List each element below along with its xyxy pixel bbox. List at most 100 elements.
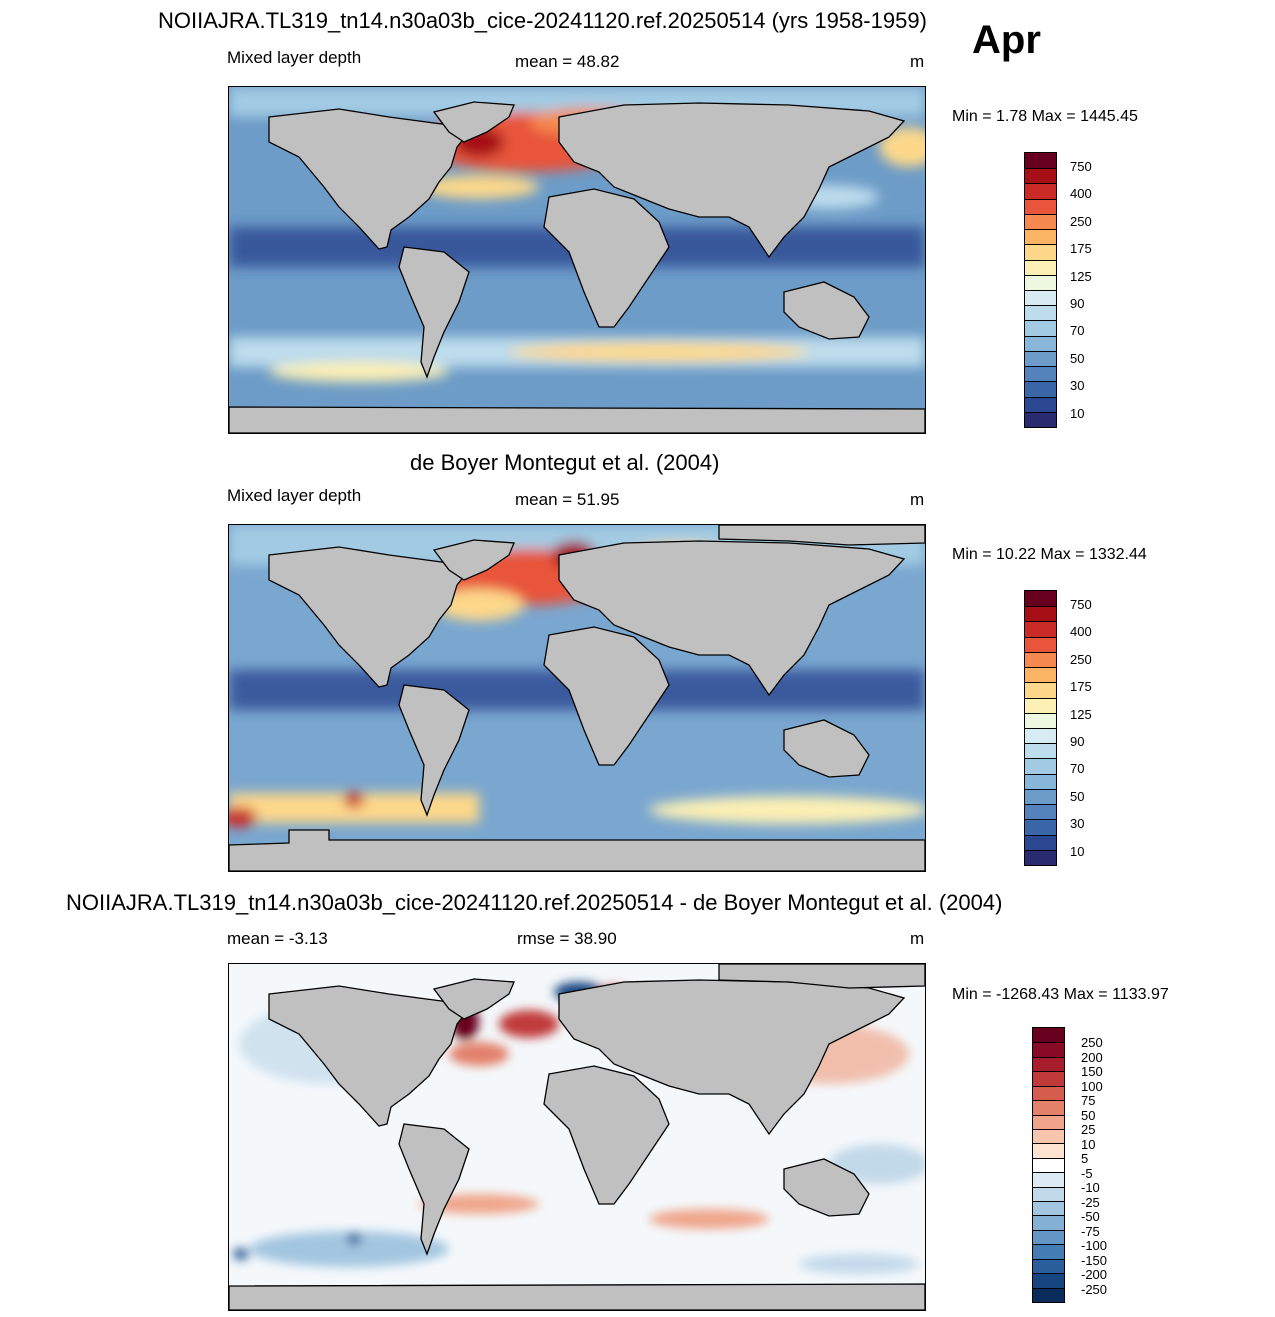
panel-1-cbar-tick: 70 bbox=[1070, 323, 1085, 338]
panel-2-cbar-tick: 10 bbox=[1070, 844, 1085, 859]
panel-2-cbar-tick: 175 bbox=[1070, 679, 1092, 694]
colorbar-box bbox=[1025, 682, 1056, 698]
colorbar-box bbox=[1025, 396, 1056, 412]
panel-3-map bbox=[228, 963, 926, 1311]
colorbar-box bbox=[1025, 411, 1056, 427]
panel-3-cbar-tick: 200 bbox=[1081, 1050, 1103, 1065]
colorbar-box bbox=[1025, 274, 1056, 290]
colorbar-box bbox=[1025, 381, 1056, 397]
colorbar-box bbox=[1025, 667, 1056, 683]
colorbar-box bbox=[1033, 1215, 1064, 1230]
colorbar-box bbox=[1025, 290, 1056, 306]
colorbar-box bbox=[1025, 259, 1056, 275]
panel-2-title: de Boyer Montegut et al. (2004) bbox=[410, 450, 720, 475]
panel-2-cbar-tick: 30 bbox=[1070, 816, 1085, 831]
panel-1-variable-label: Mixed layer depth bbox=[227, 48, 362, 67]
month-label: Apr bbox=[972, 18, 1041, 62]
panel-2-cbar-tick: 90 bbox=[1070, 734, 1085, 749]
panel-1-mean-label: mean = 48.82 bbox=[515, 52, 620, 71]
colorbar-box bbox=[1025, 758, 1056, 774]
colorbar-box bbox=[1033, 1056, 1064, 1072]
panel-1-cbar-tick: 250 bbox=[1070, 214, 1092, 229]
panel-2-cbar-tick: 70 bbox=[1070, 761, 1085, 776]
panel-3-cbar-tick: -75 bbox=[1081, 1224, 1100, 1239]
colorbar-box bbox=[1025, 712, 1056, 728]
colorbar-box bbox=[1025, 834, 1056, 850]
panel-1-cbar-tick: 125 bbox=[1070, 269, 1092, 284]
panel-2-cbar-tick: 750 bbox=[1070, 597, 1092, 612]
colorbar-box bbox=[1033, 1287, 1064, 1302]
colorbar-box bbox=[1025, 849, 1056, 865]
colorbar-box bbox=[1033, 1258, 1064, 1274]
colorbar-box bbox=[1033, 1085, 1064, 1101]
colorbar-box bbox=[1033, 1114, 1064, 1129]
panel-1-cbar-tick: 175 bbox=[1070, 241, 1092, 256]
panel-3-rmse-label: rmse = 38.90 bbox=[517, 929, 617, 948]
colorbar-box bbox=[1025, 651, 1056, 668]
panel-2-land bbox=[229, 525, 925, 871]
colorbar-box bbox=[1025, 305, 1056, 321]
colorbar-box bbox=[1025, 697, 1056, 713]
colorbar-box bbox=[1025, 335, 1056, 351]
panel-1-cbar-tick: 50 bbox=[1070, 351, 1085, 366]
colorbar-box bbox=[1025, 621, 1056, 637]
colorbar-box bbox=[1025, 728, 1056, 744]
colorbar-box bbox=[1033, 1028, 1064, 1043]
colorbar-box bbox=[1025, 183, 1056, 199]
colorbar-box bbox=[1025, 366, 1056, 382]
panel-3-mean-label: mean = -3.13 bbox=[227, 929, 328, 948]
colorbar-box bbox=[1033, 1244, 1064, 1259]
panel-3-minmax-label: Min = -1268.43 Max = 1133.97 bbox=[952, 986, 1169, 1003]
panel-2-cbar-tick: 400 bbox=[1070, 624, 1092, 639]
panel-3-cbar-tick: 25 bbox=[1081, 1122, 1096, 1137]
panel-2-cbar-tick: 125 bbox=[1070, 707, 1092, 722]
colorbar-box bbox=[1025, 213, 1056, 230]
panel-3-cbar-tick: -200 bbox=[1081, 1267, 1108, 1282]
panel-3-cbar-tick: 75 bbox=[1081, 1093, 1096, 1108]
panel-3-cbar-tick: 50 bbox=[1081, 1108, 1096, 1123]
panel-2-cbar-tick: 250 bbox=[1070, 652, 1092, 667]
colorbar-box bbox=[1033, 1157, 1064, 1173]
panel-1-title: NOIIAJRA.TL319_tn14.n30a03b_cice-2024112… bbox=[158, 8, 927, 33]
panel-3-cbar-tick: 100 bbox=[1081, 1079, 1103, 1094]
colorbar-box bbox=[1025, 804, 1056, 820]
panel-3-cbar-tick: -25 bbox=[1081, 1195, 1100, 1210]
panel-2-unit-label: m bbox=[910, 490, 925, 509]
panel-3-cbar-tick: 250 bbox=[1081, 1035, 1103, 1050]
colorbar-box bbox=[1033, 1100, 1064, 1115]
colorbar-box bbox=[1033, 1229, 1064, 1245]
colorbar-box bbox=[1025, 819, 1056, 835]
colorbar-box bbox=[1033, 1128, 1064, 1144]
panel-2-cbar-tick: 50 bbox=[1070, 789, 1085, 804]
colorbar-box bbox=[1025, 606, 1056, 622]
panel-1-minmax-label: Min = 1.78 Max = 1445.45 bbox=[952, 108, 1138, 125]
colorbar-box bbox=[1025, 773, 1056, 789]
colorbar-box bbox=[1033, 1071, 1064, 1086]
panel-1-cbar-tick: 30 bbox=[1070, 378, 1085, 393]
panel-3-cbar-tick: -5 bbox=[1081, 1166, 1093, 1181]
colorbar-box bbox=[1033, 1273, 1064, 1288]
colorbar-box bbox=[1025, 229, 1056, 245]
colorbar-box bbox=[1025, 198, 1056, 214]
panel-3-cbar-tick: -150 bbox=[1081, 1253, 1108, 1268]
colorbar-box bbox=[1033, 1172, 1064, 1187]
colorbar-box bbox=[1033, 1201, 1064, 1216]
panel-3-cbar-tick: -10 bbox=[1081, 1180, 1100, 1195]
panel-3-cbar-tick: -50 bbox=[1081, 1209, 1100, 1224]
panel-1-unit-label: m bbox=[910, 52, 925, 71]
colorbar-box bbox=[1025, 743, 1056, 759]
panel-1-cbar-tick: 10 bbox=[1070, 406, 1085, 421]
panel-3-cbar-tick: 150 bbox=[1081, 1064, 1103, 1079]
panel-2-mean-label: mean = 51.95 bbox=[515, 490, 620, 509]
panel-1-map bbox=[228, 86, 926, 434]
colorbar-box bbox=[1025, 636, 1056, 652]
panel-3-cbar-tick: -100 bbox=[1081, 1238, 1108, 1253]
panel-3-colorbar bbox=[1032, 1027, 1065, 1303]
panel-3-title: NOIIAJRA.TL319_tn14.n30a03b_cice-2024112… bbox=[66, 890, 1003, 915]
colorbar-box bbox=[1025, 350, 1056, 367]
panel-2-map bbox=[228, 524, 926, 872]
colorbar-box bbox=[1025, 320, 1056, 336]
colorbar-box bbox=[1025, 788, 1056, 805]
panel-1-cbar-tick: 750 bbox=[1070, 159, 1092, 174]
panel-3-cbar-tick: -250 bbox=[1081, 1282, 1108, 1297]
